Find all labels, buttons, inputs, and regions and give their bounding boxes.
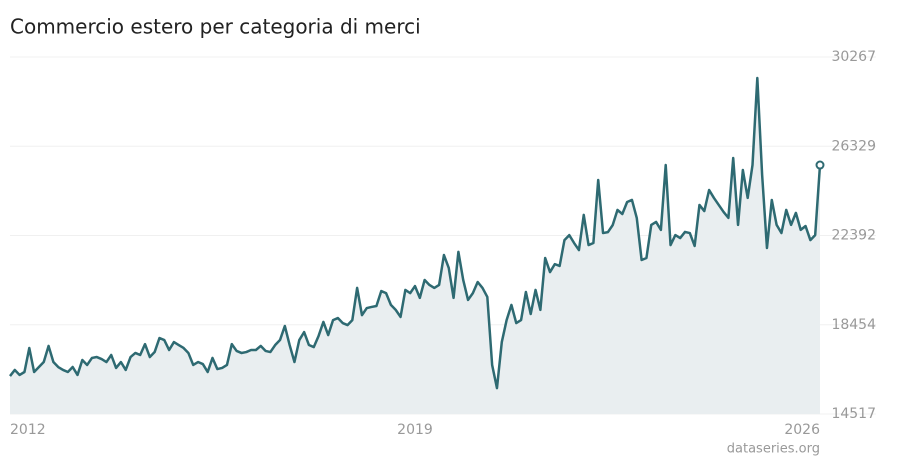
y-tick-label: 26329 bbox=[831, 138, 876, 154]
area bbox=[10, 78, 820, 414]
x-tick-label: 2019 bbox=[397, 422, 433, 438]
line bbox=[9, 76, 822, 390]
chart-title: Commercio estero per categoria di merci bbox=[10, 15, 421, 39]
end-marker bbox=[815, 160, 825, 170]
x-tick-label: 2026 bbox=[784, 422, 820, 438]
y-tick-label: 22392 bbox=[831, 228, 876, 244]
x-tick-label: 2012 bbox=[10, 422, 46, 438]
source: dataseries.org bbox=[727, 442, 820, 457]
y-tick-label: 30267 bbox=[831, 49, 876, 65]
y-tick-label: 14517 bbox=[831, 406, 876, 422]
y-tick-label: 18454 bbox=[831, 317, 876, 333]
